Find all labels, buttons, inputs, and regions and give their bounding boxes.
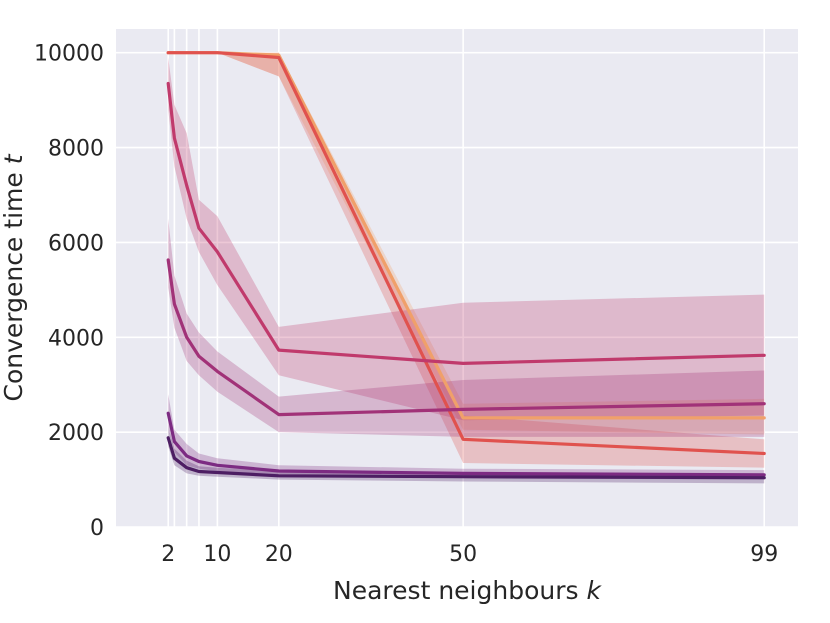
y-axis-variable: t [0, 153, 28, 164]
series-line-5 [166, 411, 766, 477]
y-tick-label: 10000 [34, 42, 104, 67]
x-tick-label: 50 [449, 542, 477, 567]
series-line-3 [166, 81, 766, 365]
plot-background [116, 29, 798, 527]
x-axis-title: Nearest neighbours k [333, 576, 602, 605]
confidence-band-1 [168, 52, 765, 435]
x-tick-label: 99 [750, 542, 778, 567]
series-line-6 [166, 436, 766, 480]
confidence-band-3 [168, 57, 765, 421]
confidence-band-5 [168, 394, 765, 480]
y-tick-label: 0 [90, 516, 104, 541]
y-tick-label: 6000 [48, 231, 104, 256]
y-axis-title: Convergence time t [0, 153, 28, 401]
confidence-band-4 [168, 218, 765, 437]
x-tick-labels: 2 10 20 50 99 [161, 542, 778, 567]
y-tick-label: 8000 [48, 137, 104, 162]
x-axis-variable: k [586, 576, 602, 605]
x-tick-label: 10 [203, 542, 231, 567]
x-axis-label: Nearest neighbours [333, 576, 578, 605]
x-tick-label: 20 [265, 542, 293, 567]
y-tick-labels: 0 2000 4000 6000 8000 10000 [34, 42, 104, 541]
series-line-4 [166, 258, 766, 417]
confidence-band-2 [168, 52, 765, 468]
y-tick-label: 4000 [48, 326, 104, 351]
series-lines [166, 51, 766, 480]
x-tick-label: 2 [161, 542, 175, 567]
grid-lines [116, 29, 798, 528]
y-axis-label: Convergence time [0, 172, 28, 401]
series-line-2 [166, 51, 766, 456]
y-tick-label: 2000 [48, 421, 104, 446]
